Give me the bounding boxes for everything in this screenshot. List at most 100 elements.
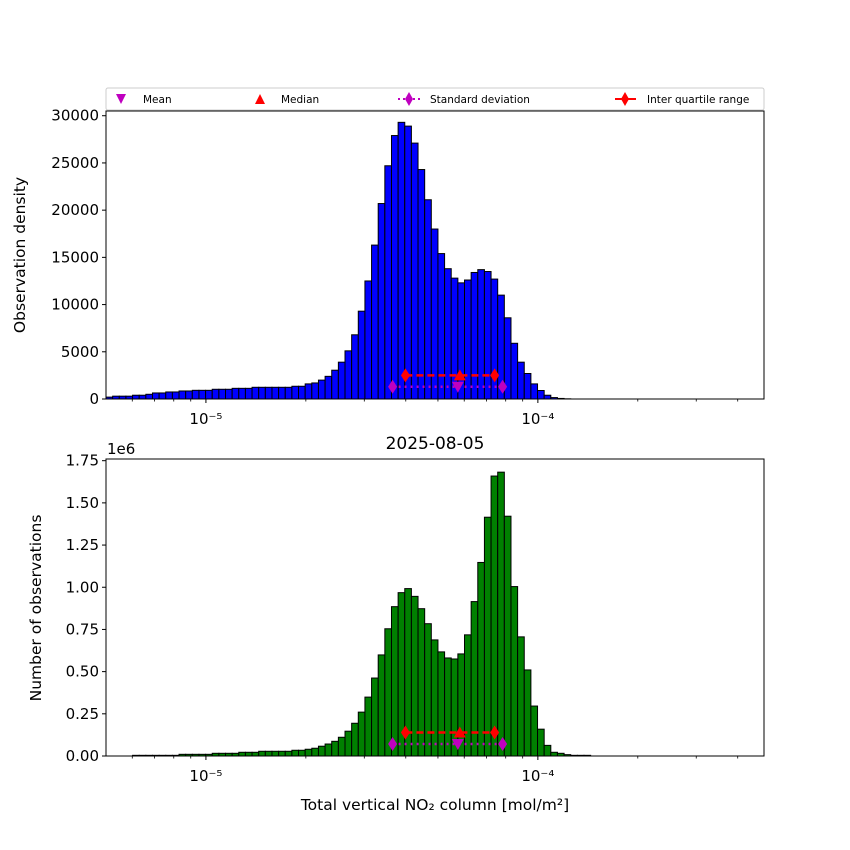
histogram-bar [324, 375, 333, 399]
histogram-bar [238, 387, 246, 399]
histogram-bar [331, 740, 339, 756]
legend-std-label: Standard deviation [430, 94, 530, 106]
std-diamond-marker [498, 379, 508, 394]
y-tick-label: 15000 [51, 248, 99, 266]
histogram-bar [377, 654, 386, 756]
y-tick-label: 30000 [51, 107, 99, 125]
histogram-bar [457, 282, 466, 399]
histogram-bar [377, 203, 386, 399]
histogram-bar [357, 310, 366, 399]
histogram-bar [351, 722, 359, 756]
y-tick-label: 1.75 [66, 452, 99, 470]
histogram-bar [317, 379, 326, 399]
histogram-bar [437, 651, 446, 756]
histogram-bar [517, 636, 525, 756]
histogram-bar [357, 711, 366, 756]
x-axis-label: Total vertical NO₂ column [mol/m²] [300, 796, 569, 814]
iqr-diamond-icon [621, 92, 629, 106]
histogram-bar [138, 394, 147, 399]
histogram-bar [337, 736, 346, 756]
histogram-bar [410, 142, 419, 399]
histogram-bar [424, 199, 432, 399]
histogram-bar [304, 748, 313, 756]
median-marker [453, 369, 466, 381]
histogram-bar [364, 280, 373, 399]
histogram-bar [464, 279, 472, 399]
histogram-bar [384, 165, 392, 399]
histogram-bar [430, 228, 439, 399]
iqr-diamond-marker [400, 368, 410, 383]
histogram-bar [550, 751, 558, 756]
mean-marker [451, 381, 464, 393]
histogram-bar [444, 657, 452, 756]
x-tick-label: 10⁻⁴ [521, 410, 554, 428]
histogram-bar [543, 744, 552, 756]
histogram-bar [417, 608, 426, 756]
histogram-bar [510, 586, 519, 756]
histogram-bar [497, 471, 505, 756]
histogram-bar [317, 745, 326, 756]
histogram-bar [278, 386, 286, 399]
histogram-bar [165, 391, 173, 399]
x-tick-label: 10⁻⁵ [189, 767, 222, 785]
y-tick-label: 25000 [51, 154, 99, 172]
y-tick-label: 1.25 [66, 536, 99, 554]
iqr-diamond-marker [400, 725, 410, 740]
histogram-bar [537, 728, 545, 756]
histogram-bar [151, 392, 160, 399]
histogram-bar [384, 628, 392, 756]
histogram-bar [211, 388, 220, 399]
histogram-bar [145, 393, 153, 399]
x-tick-label: 10⁻⁴ [521, 767, 554, 785]
histogram-bar [271, 750, 280, 756]
mean-marker-icon [116, 94, 126, 104]
histogram-bar [477, 269, 485, 399]
histogram-bar [470, 271, 479, 399]
histogram-bar [337, 361, 346, 399]
histogram-bar [218, 388, 227, 399]
bottom-y-axis-label: Number of observations [27, 515, 45, 702]
histogram-bar [291, 385, 300, 399]
median-marker-icon [255, 94, 265, 104]
histogram-bar [258, 750, 266, 756]
legend: Mean Median Standard deviation Inter qua… [105, 87, 765, 111]
histogram-bar [278, 750, 286, 756]
histogram-bar [251, 751, 260, 756]
histogram-bar [171, 391, 180, 399]
histogram-bar [298, 385, 306, 399]
top-bars [106, 121, 572, 399]
histogram-bar [437, 253, 446, 399]
histogram-bar [244, 387, 253, 399]
mean-marker [451, 739, 464, 751]
legend-median-label: Median [281, 94, 319, 106]
histogram-bar [503, 515, 512, 756]
histogram-bar [543, 394, 552, 399]
histogram-bar [331, 369, 339, 399]
histogram-bar [158, 392, 167, 399]
histogram-bar [537, 390, 545, 399]
histogram-bar [298, 749, 306, 756]
histogram-bar [517, 361, 525, 399]
histogram-bar [191, 389, 200, 399]
histogram-bar [311, 747, 319, 756]
std-diamond-icon [405, 92, 413, 106]
histogram-bar [231, 387, 240, 399]
histogram-bar [178, 390, 187, 399]
histogram-bar [444, 268, 452, 399]
histogram-bar [258, 386, 266, 399]
histogram-bar [251, 386, 260, 399]
histogram-bar [404, 125, 412, 399]
histogram-bar [523, 669, 532, 756]
histogram-bar [424, 623, 432, 756]
std-diamond-marker [498, 737, 508, 752]
histogram-bar [344, 730, 353, 756]
histogram-bar [324, 743, 333, 756]
histogram-bar [198, 389, 207, 399]
histogram-bar [510, 342, 519, 399]
histogram-bar [397, 121, 406, 399]
iqr-diamond-marker [490, 368, 500, 383]
bottom-histogram-axes: 0.00 0.25 0.50 0.75 1.00 1.25 1.50 1.75 10⁻⁵ 10⁻⁴ [66, 452, 765, 785]
legend-frame [105, 87, 765, 111]
histogram-bar [430, 639, 439, 756]
bottom-axes-frame [105, 458, 765, 757]
